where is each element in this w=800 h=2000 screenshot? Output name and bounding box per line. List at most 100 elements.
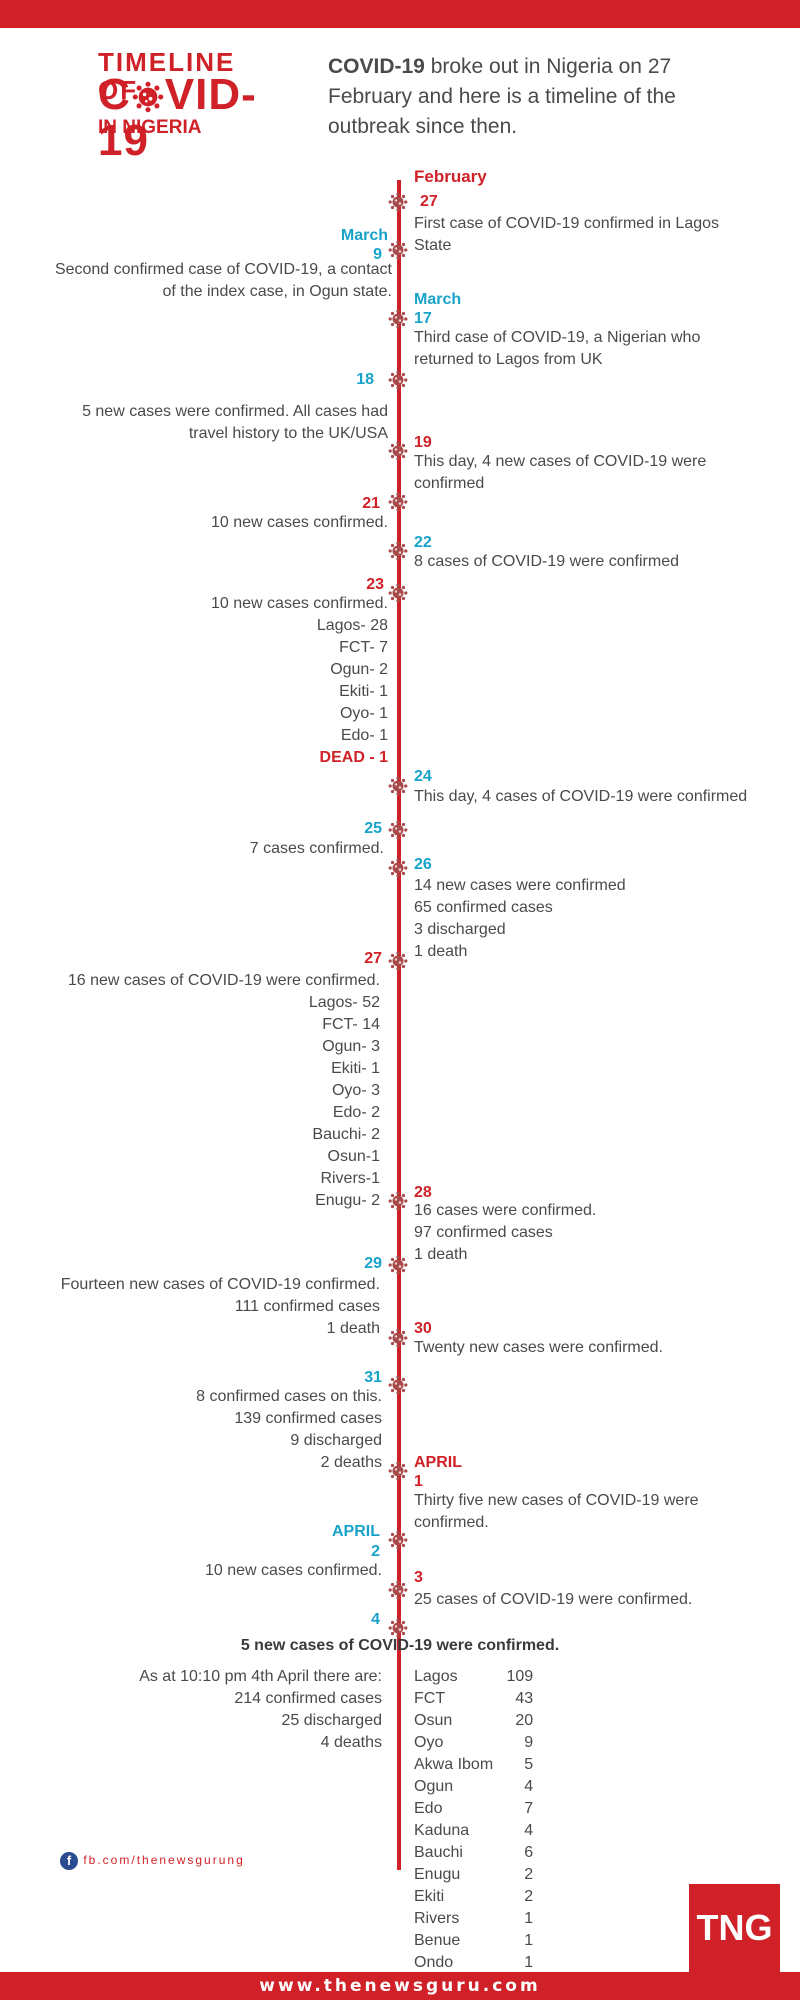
- state-name: Akwa Ibom: [414, 1756, 494, 1773]
- state-count: 6: [524, 1844, 534, 1861]
- month-label-march: March: [414, 291, 462, 308]
- event-day: 30: [414, 1320, 432, 1337]
- event-text-list: 16 cases were confirmed. 97 confirmed ca…: [414, 1200, 744, 1266]
- state-count: 4: [524, 1822, 534, 1839]
- top-banner: [0, 0, 800, 28]
- table-row: Edo 7: [414, 1798, 533, 1820]
- event-day: 4: [371, 1611, 380, 1628]
- state-count: 7: [524, 1800, 534, 1817]
- state-count: 1: [524, 1932, 534, 1949]
- event-day: 19: [414, 434, 432, 451]
- brand-logo: TNG: [689, 1884, 780, 1972]
- state-count: 2: [524, 1866, 534, 1883]
- virus-marker-icon: [388, 309, 408, 329]
- logo-letter-c: C: [98, 70, 131, 119]
- event-headline: 5 new cases of COVID-19 were confirmed.: [240, 1637, 560, 1654]
- event-day: 2: [371, 1543, 380, 1560]
- table-row: FCT 43: [414, 1688, 533, 1710]
- state-count: 4: [524, 1778, 534, 1795]
- virus-marker-icon: [388, 441, 408, 461]
- event-text-list: 14 new cases were confirmed 65 confirmed…: [414, 875, 744, 963]
- virus-marker-icon: [388, 370, 408, 390]
- event-text: This day, 4 new cases of COVID-19 were c…: [414, 453, 707, 492]
- event-line: 3 discharged: [414, 921, 506, 938]
- event-line: 1 death: [414, 943, 468, 960]
- website-footer[interactable]: www.thenewsguru.com: [0, 1972, 800, 2000]
- event-line: Osun-1: [327, 1148, 380, 1165]
- event-day: 24: [414, 768, 432, 785]
- virus-marker-icon: [388, 1618, 408, 1638]
- event-day: 27: [420, 193, 438, 210]
- event-text: 8 cases of COVID-19 were confirmed: [414, 553, 679, 570]
- event-day: 9: [373, 246, 382, 263]
- logo-title-line1: TIMELINE OF: [98, 47, 236, 105]
- event-day: 22: [414, 534, 432, 551]
- month-label-february: February: [414, 167, 487, 186]
- virus-marker-icon: [388, 776, 408, 796]
- state-count: 43: [515, 1690, 534, 1707]
- event-line: 4 deaths: [320, 1734, 382, 1751]
- intro-bold: COVID-19: [328, 55, 425, 78]
- virus-marker-icon: [388, 1191, 408, 1211]
- event-line: 1 death: [326, 1320, 380, 1337]
- state-count: 2: [524, 1888, 534, 1905]
- state-count: 9: [524, 1734, 534, 1751]
- virus-marker-icon: [388, 1530, 408, 1550]
- table-row: Ondo 1: [414, 1952, 533, 1974]
- event-line: 2 deaths: [320, 1454, 382, 1471]
- event-text: First case of COVID-19 confirmed in Lago…: [414, 215, 720, 254]
- event-text: 5 new cases were confirmed. All cases ha…: [82, 403, 388, 442]
- table-row: Osun 20: [414, 1710, 533, 1732]
- facebook-icon: f: [60, 1852, 78, 1870]
- event-line: 9 discharged: [290, 1432, 382, 1449]
- event-day: 29: [364, 1255, 382, 1272]
- event-line: Ekiti- 1: [339, 683, 388, 700]
- event-line: 65 confirmed cases: [414, 899, 553, 916]
- facebook-link[interactable]: f fb.com/thenewsgurung: [60, 1852, 245, 1870]
- state-name: Ogun: [414, 1778, 454, 1795]
- table-row: Oyo 9: [414, 1732, 533, 1754]
- logo-text-vid19: VID-19: [98, 70, 257, 165]
- event-day: 17: [414, 310, 432, 327]
- virus-marker-icon: [388, 192, 408, 212]
- event-day: 1: [414, 1473, 423, 1490]
- intro-rest: broke out in Nigeria on 27 February and …: [328, 55, 676, 138]
- event-text: Third case of COVID-19, a Nigerian who r…: [414, 329, 701, 368]
- virus-marker-icon: [388, 583, 408, 603]
- event-text: Second confirmed case of COVID-19, a con…: [54, 261, 392, 300]
- event-text: This day, 4 cases of COVID-19 were confi…: [414, 788, 748, 805]
- virus-marker-icon: [388, 951, 408, 971]
- event-text: 25 cases of COVID-19 were confirmed.: [414, 1591, 693, 1608]
- table-row: Bauchi 6: [414, 1842, 533, 1864]
- event-line: Fourteen new cases of COVID-19 confirmed…: [60, 1276, 380, 1293]
- event-line: 25 discharged: [281, 1712, 382, 1729]
- event-line: Ogun- 2: [330, 661, 388, 678]
- event-text-list: 8 confirmed cases on this. 139 confirmed…: [100, 1386, 382, 1474]
- state-name: FCT: [414, 1690, 446, 1707]
- month-label-march: March: [340, 227, 388, 244]
- month-label-april: APRIL: [414, 1454, 462, 1471]
- state-name: Oyo: [414, 1734, 444, 1751]
- state-count: 5: [524, 1756, 534, 1773]
- intro-text: COVID-19 broke out in Nigeria on 27 Febr…: [328, 52, 728, 142]
- virus-marker-icon: [388, 1580, 408, 1600]
- virus-marker-icon: [388, 492, 408, 512]
- table-row: Enugu 2: [414, 1864, 533, 1886]
- event-line: 97 confirmed cases: [414, 1224, 553, 1241]
- event-day: 18: [356, 371, 374, 388]
- state-name: Rivers: [414, 1910, 460, 1927]
- dead-count: DEAD - 1: [319, 749, 388, 766]
- event-day: 26: [414, 856, 432, 873]
- event-line: 16 new cases of COVID-19 were confirmed.: [67, 972, 380, 989]
- state-name: Osun: [414, 1712, 453, 1729]
- event-line: 1 death: [414, 1246, 468, 1263]
- event-text: 7 cases confirmed.: [249, 840, 384, 857]
- table-row: Ogun 4: [414, 1776, 533, 1798]
- state-name: Lagos: [414, 1668, 458, 1685]
- event-day: 28: [414, 1184, 432, 1201]
- virus-marker-icon: [388, 858, 408, 878]
- event-text: 10 new cases confirmed.: [205, 1562, 382, 1579]
- virus-marker-icon: [388, 1255, 408, 1275]
- virus-marker-icon: [388, 1461, 408, 1481]
- virus-icon: [132, 82, 164, 113]
